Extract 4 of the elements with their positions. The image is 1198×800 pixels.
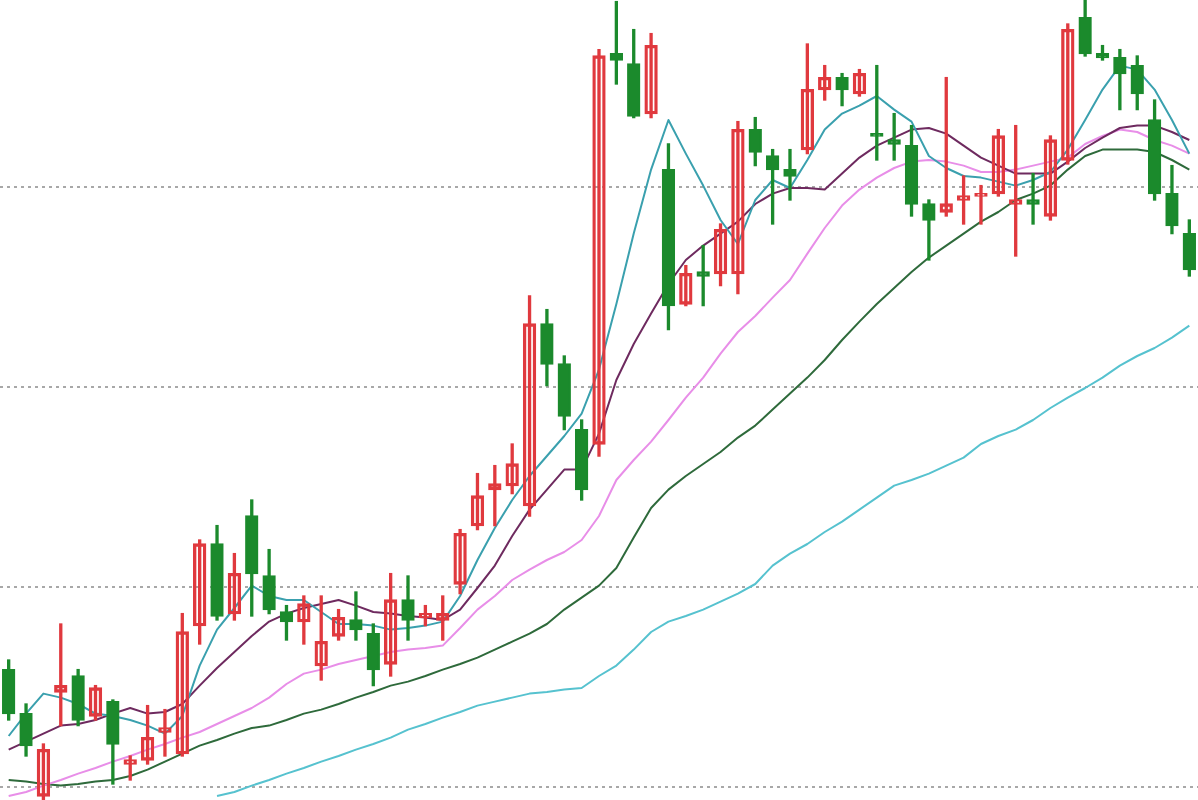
candlestick xyxy=(1026,172,1040,225)
candlestick xyxy=(887,112,901,161)
candlestick xyxy=(349,591,363,641)
candlestick xyxy=(783,148,797,201)
